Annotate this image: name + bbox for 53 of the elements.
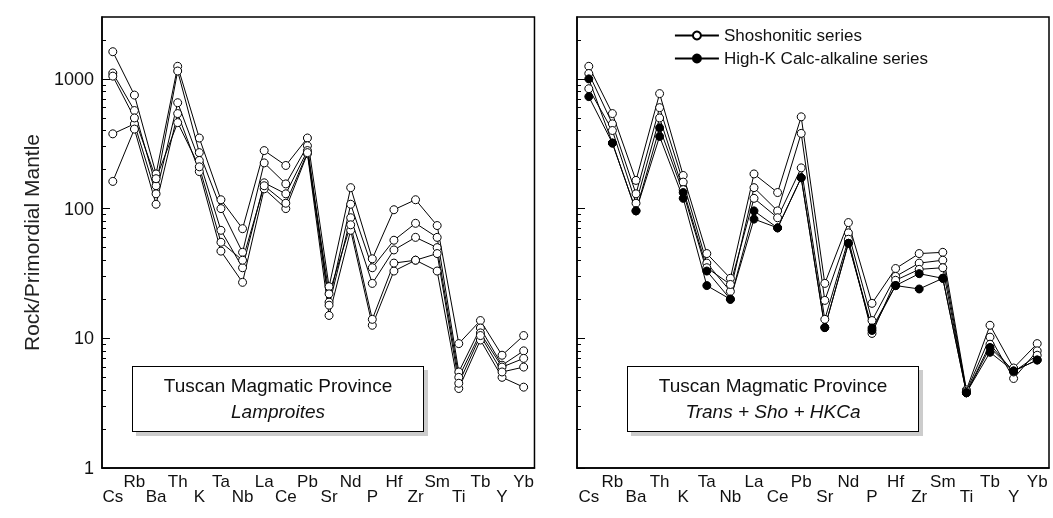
annotation: Trans + Sho + HKCa: [684, 400, 862, 424]
x-tick-label: Ti: [452, 487, 466, 506]
x-tick-label: Th: [649, 472, 670, 491]
x-tick-label: Sr: [320, 487, 338, 506]
x-tick-label: Cs: [102, 487, 124, 506]
x-tick-label: P: [866, 487, 878, 506]
x-tick-label: Ti: [959, 487, 974, 506]
x-tick-label: Tb: [980, 472, 1000, 491]
x-tick-label: K: [193, 487, 206, 506]
x-tick-label: La: [254, 472, 275, 491]
x-tick-label: Yb: [513, 472, 535, 491]
x-tick-label: Nd: [837, 472, 860, 491]
legend-label: Shoshonitic series: [723, 26, 862, 45]
x-tick-label: Rb: [601, 472, 624, 491]
y-tick-label: 10: [73, 328, 94, 349]
x-tick-label: Nb: [231, 487, 254, 506]
x-tick-label: Rb: [123, 472, 146, 491]
x-tick-label: Sm: [424, 472, 450, 491]
y-tick-label: 1000: [53, 68, 94, 89]
caption-box: Tuscan Magmatic Province Trans + Sho + HKCa: [627, 366, 919, 432]
y-tick-label: 100: [63, 198, 94, 219]
x-tick-label: Yb: [1026, 472, 1048, 491]
annotation: Lamproites: [230, 400, 326, 424]
x-tick-label: Nb: [719, 487, 742, 506]
caption-box: Tuscan Magmatic Province Lamproites: [132, 366, 424, 432]
y-tick-label: 1: [83, 458, 94, 478]
x-tick-label: Sm: [930, 472, 956, 491]
x-tick-label: Y: [496, 487, 508, 506]
x-tick-label: Pb: [297, 472, 318, 491]
x-tick-label: Ba: [145, 487, 167, 506]
x-tick-label: Cs: [578, 487, 600, 506]
x-tick-label: K: [677, 487, 690, 506]
x-tick-label: Ce: [766, 487, 789, 506]
x-tick-label: Th: [167, 472, 188, 491]
x-tick-label: Zr: [911, 487, 928, 506]
x-tick-label: Y: [1007, 487, 1020, 506]
x-tick-label: Ta: [211, 472, 231, 491]
y-axis-title: Rock/Primordial Mantle: [20, 133, 43, 352]
x-tick-label: Ta: [697, 472, 717, 491]
x-tick-label: Zr: [407, 487, 424, 506]
x-tick-label: Pb: [790, 472, 812, 491]
x-tick-label: Tb: [470, 472, 491, 491]
x-tick-label: La: [744, 472, 764, 491]
x-tick-label: Nd: [339, 472, 362, 491]
legend-label: High-K Calc-alkaline series: [723, 49, 928, 68]
annotation: Tuscan Magmatic Province: [657, 374, 889, 398]
x-tick-label: Hf: [887, 472, 905, 491]
x-tick-label: Hf: [385, 472, 403, 491]
x-tick-label: Ba: [625, 487, 647, 506]
x-tick-label: Sr: [816, 487, 834, 506]
annotation: Tuscan Magmatic Province: [162, 374, 394, 398]
x-tick-label: P: [366, 487, 378, 506]
x-tick-label: Ce: [274, 487, 297, 506]
